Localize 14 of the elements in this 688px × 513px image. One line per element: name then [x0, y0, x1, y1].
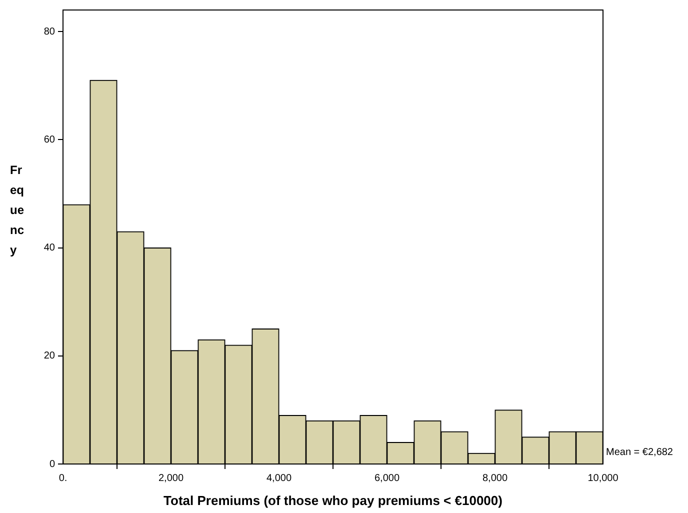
y-tick-label: 20: [44, 350, 56, 362]
x-tick-label: 0.: [58, 472, 68, 484]
y-tick-label: 40: [44, 242, 56, 254]
text: Mean = €2,682: [606, 446, 674, 458]
x-axis-title: Total Premiums (of those who pay premiums < €10000): [164, 492, 502, 508]
x-tick-label: 10,000: [588, 472, 619, 484]
x-tick-label: 8,000: [482, 472, 508, 484]
y-tick-label: 60: [44, 134, 56, 146]
y-tick-label: 80: [44, 26, 56, 38]
y-axis-title: Frequency: [10, 162, 26, 259]
x-tick-label: 2,000: [158, 472, 184, 484]
x-tick-label: 6,000: [374, 472, 400, 484]
y-tick-label: 0: [49, 458, 56, 470]
x-tick-label: 4,000: [266, 472, 292, 484]
